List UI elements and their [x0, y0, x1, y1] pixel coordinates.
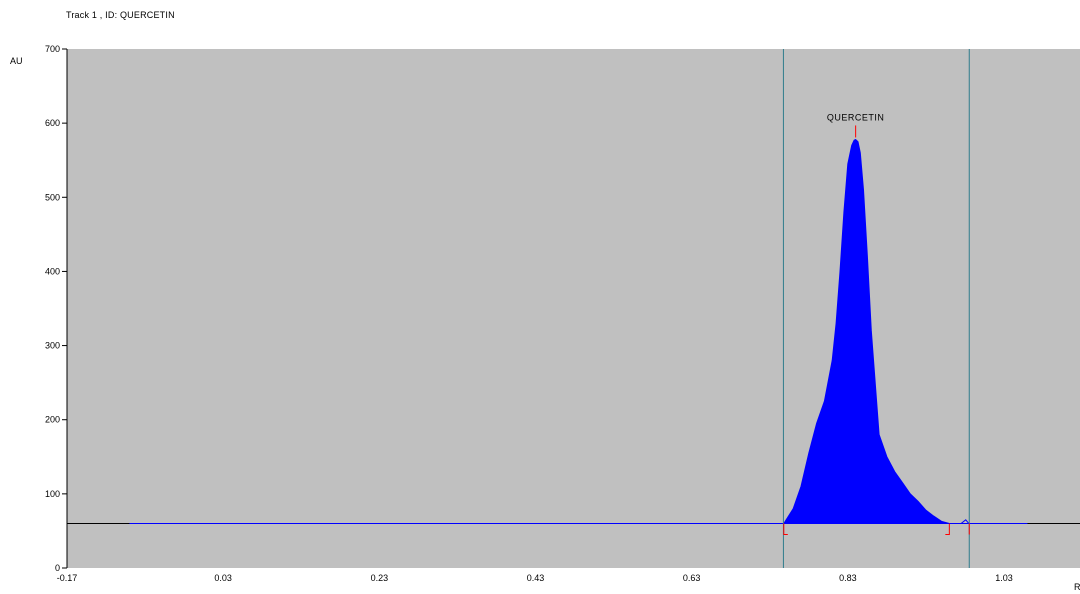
y-tick-label: 0	[55, 563, 60, 573]
x-tick-label: 1.03	[995, 573, 1013, 583]
peak-area-quercetin	[782, 138, 950, 524]
x-tick-label: 0.03	[214, 573, 232, 583]
y-tick-label: 300	[45, 341, 60, 351]
minor-peak	[960, 519, 970, 524]
y-tick-label: 600	[45, 118, 60, 128]
x-tick-label: 0.43	[527, 573, 545, 583]
plot-area	[67, 49, 1080, 568]
peak-start-marker	[783, 523, 788, 536]
peak-end-marker	[945, 523, 950, 536]
x-tick-label: 0.83	[839, 573, 857, 583]
y-tick-label: 500	[45, 192, 60, 202]
x-tick-label: 0.63	[683, 573, 701, 583]
y-tick-label: 700	[45, 44, 60, 54]
y-tick-label: 200	[45, 415, 60, 425]
track-title: Track 1 , ID: QUERCETIN	[66, 10, 175, 20]
x-axis-label: R	[1074, 582, 1080, 592]
y-tick-label: 400	[45, 266, 60, 276]
peak-label-quercetin: QUERCETIN	[827, 112, 885, 122]
y-axis-label: AU	[10, 56, 23, 66]
y-tick-label: 100	[45, 489, 60, 499]
x-tick-label: -0.17	[57, 573, 78, 583]
x-tick-label: 0.23	[371, 573, 389, 583]
